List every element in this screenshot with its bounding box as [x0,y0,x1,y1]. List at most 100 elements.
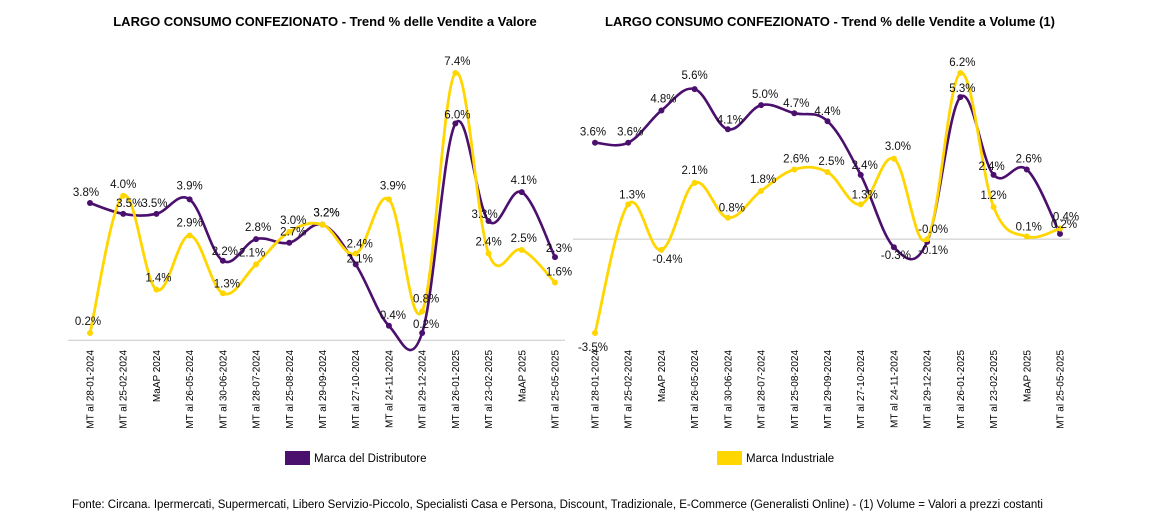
right-x-tick-label: MaAP 2024 [657,350,668,403]
right-data-label-industriale: 2.6% [783,153,809,165]
right-data-label-distributore: 4.4% [814,106,840,118]
right-data-point-industriale [1057,225,1063,232]
right-x-tick-label: MT al 29-12-2024 [923,350,934,429]
left-data-point-industriale [385,196,392,203]
legend-right: Marca Industriale [717,451,834,465]
left-data-point-distributore [352,261,359,268]
left-data-label-industriale: 2.5% [511,233,537,245]
right-data-label-distributore: 5.3% [949,83,975,95]
left-data-point-distributore [87,200,93,206]
right-data-label-distributore: 3.6% [617,127,643,139]
right-data-point-distributore [1023,166,1030,173]
right-x-tick-label: MT al 27-10-2024 [856,350,867,429]
right-x-tick-label: MT al 26-05-2024 [690,350,701,429]
left-data-label-industriale: 2.1% [239,247,265,259]
left-data-label-distributore: 0.2% [413,319,439,331]
left-x-tick-label: MT al 29-09-2024 [318,350,329,429]
right-data-label-industriale: 0.8% [719,203,745,215]
left-data-point-distributore [485,218,492,225]
right-data-point-industriale [691,179,698,186]
right-data-label-distributore: -0.1% [918,245,948,257]
left-data-point-industriale [186,232,193,239]
right-x-tick-label: MT al 25-05-2025 [1056,350,1067,429]
legend-label-distributore: Marca del Distributore [314,453,426,465]
right-data-point-industriale [592,330,598,336]
right-data-label-industriale: 0.4% [1053,211,1079,223]
right-data-point-industriale [924,236,931,243]
left-data-point-distributore [186,196,193,203]
right-data-point-distributore [990,171,997,178]
right-data-point-distributore [791,110,798,117]
right-x-tick-label: MT al 25-08-2024 [790,350,801,429]
left-data-label-distributore: 6.0% [444,110,470,122]
right-data-point-industriale [857,201,864,208]
right-data-point-distributore [658,107,665,114]
left-data-label-distributore: 2.3% [546,243,572,255]
left-data-label-distributore: 4.1% [511,175,537,187]
left-data-label-distributore: 3.5% [116,198,142,210]
right-data-label-industriale: -0.0% [918,224,948,236]
right-data-point-industriale [758,187,765,194]
left-data-label-industriale: 1.3% [214,278,240,290]
source-footer: Fonte: Circana. Ipermercati, Supermercat… [72,499,1043,511]
right-data-label-distributore: 2.6% [1016,153,1042,165]
left-data-label-industriale: 7.4% [444,56,470,68]
legend-swatch-distributore [285,451,310,465]
left-x-tick-label: MT al 28-07-2024 [252,350,263,429]
left-x-tick-label: MT al 25-08-2024 [285,350,296,429]
right-x-tick-label: MaAP 2025 [1022,350,1033,403]
left-x-tick-label: MT al 26-01-2025 [451,350,462,429]
left-data-point-distributore [452,120,459,127]
right-x-tick-label: MT al 30-06-2024 [723,350,734,429]
right-data-label-industriale: 3.0% [885,141,911,153]
left-data-label-distributore: 3.9% [177,180,203,192]
right-data-point-industriale [625,201,632,208]
left-x-tick-label: MT al 27-10-2024 [351,350,362,429]
left-data-label-distributore: 3.8% [73,187,99,199]
left-x-tick-label: MT al 30-06-2024 [218,350,229,429]
left-data-point-industriale [352,250,359,257]
left-data-label-distributore: 3.5% [141,198,167,210]
left-data-label-industriale: 3.2% [313,208,339,220]
right-chart: MT al 28-01-2024 MT al 25-02-2024 MaAP 202… [573,57,1079,429]
left-data-point-distributore [552,254,558,261]
left-data-label-distributore: 2.2% [212,246,238,258]
right-x-tick-label: MT al 24-11-2024 [889,350,900,428]
right-data-label-distributore: 2.4% [852,160,878,172]
left-chart: MT al 28-01-2024 MT al 25-02-2024 MaAP 202… [68,56,572,429]
right-x-tick-label: MT al 26-01-2025 [956,350,967,429]
left-data-label-distributore: 3.2% [313,208,339,220]
left-data-label-distributore: 2.1% [347,253,373,265]
right-data-point-distributore [592,139,598,146]
right-data-point-industriale [658,246,665,253]
left-data-point-industriale [319,221,326,228]
right-data-point-distributore [957,94,964,101]
right-data-label-industriale: -3.5% [578,342,608,354]
left-data-label-distributore: 2.7% [280,227,306,239]
right-data-label-industriale: 1.3% [619,189,645,201]
right-data-point-industriale [957,70,964,76]
right-data-point-industriale [791,166,798,173]
left-data-point-industriale [518,246,525,253]
right-data-point-industriale [890,155,897,162]
right-data-label-distributore: 3.6% [580,127,606,139]
right-x-tick-label: MT al 28-01-2024 [591,350,602,429]
left-data-point-distributore [219,257,226,264]
left-data-point-distributore [253,236,260,243]
right-data-label-distributore: 4.8% [650,94,676,106]
left-data-label-industriale: 0.8% [413,293,439,305]
right-data-point-distributore [857,171,864,178]
left-x-tick-label: MT al 29-12-2024 [418,350,429,429]
right-data-label-industriale: 1.8% [750,174,776,186]
right-data-point-industriale [1023,233,1030,240]
right-series-line-distributore [593,87,1062,261]
right-data-label-distributore: 5.0% [752,89,778,101]
left-data-point-industriale [286,228,293,235]
left-data-label-industriale: 2.9% [177,218,203,230]
left-data-point-industriale [120,192,127,199]
left-data-label-industriale: 1.4% [145,273,171,285]
left-chart-title: LARGO CONSUMO CONFEZIONATO - Trend % del… [113,14,537,29]
left-data-point-industriale [153,286,160,293]
left-x-tick-label: MT al 26-05-2024 [185,350,196,429]
left-data-label-industriale: 3.9% [380,180,406,192]
